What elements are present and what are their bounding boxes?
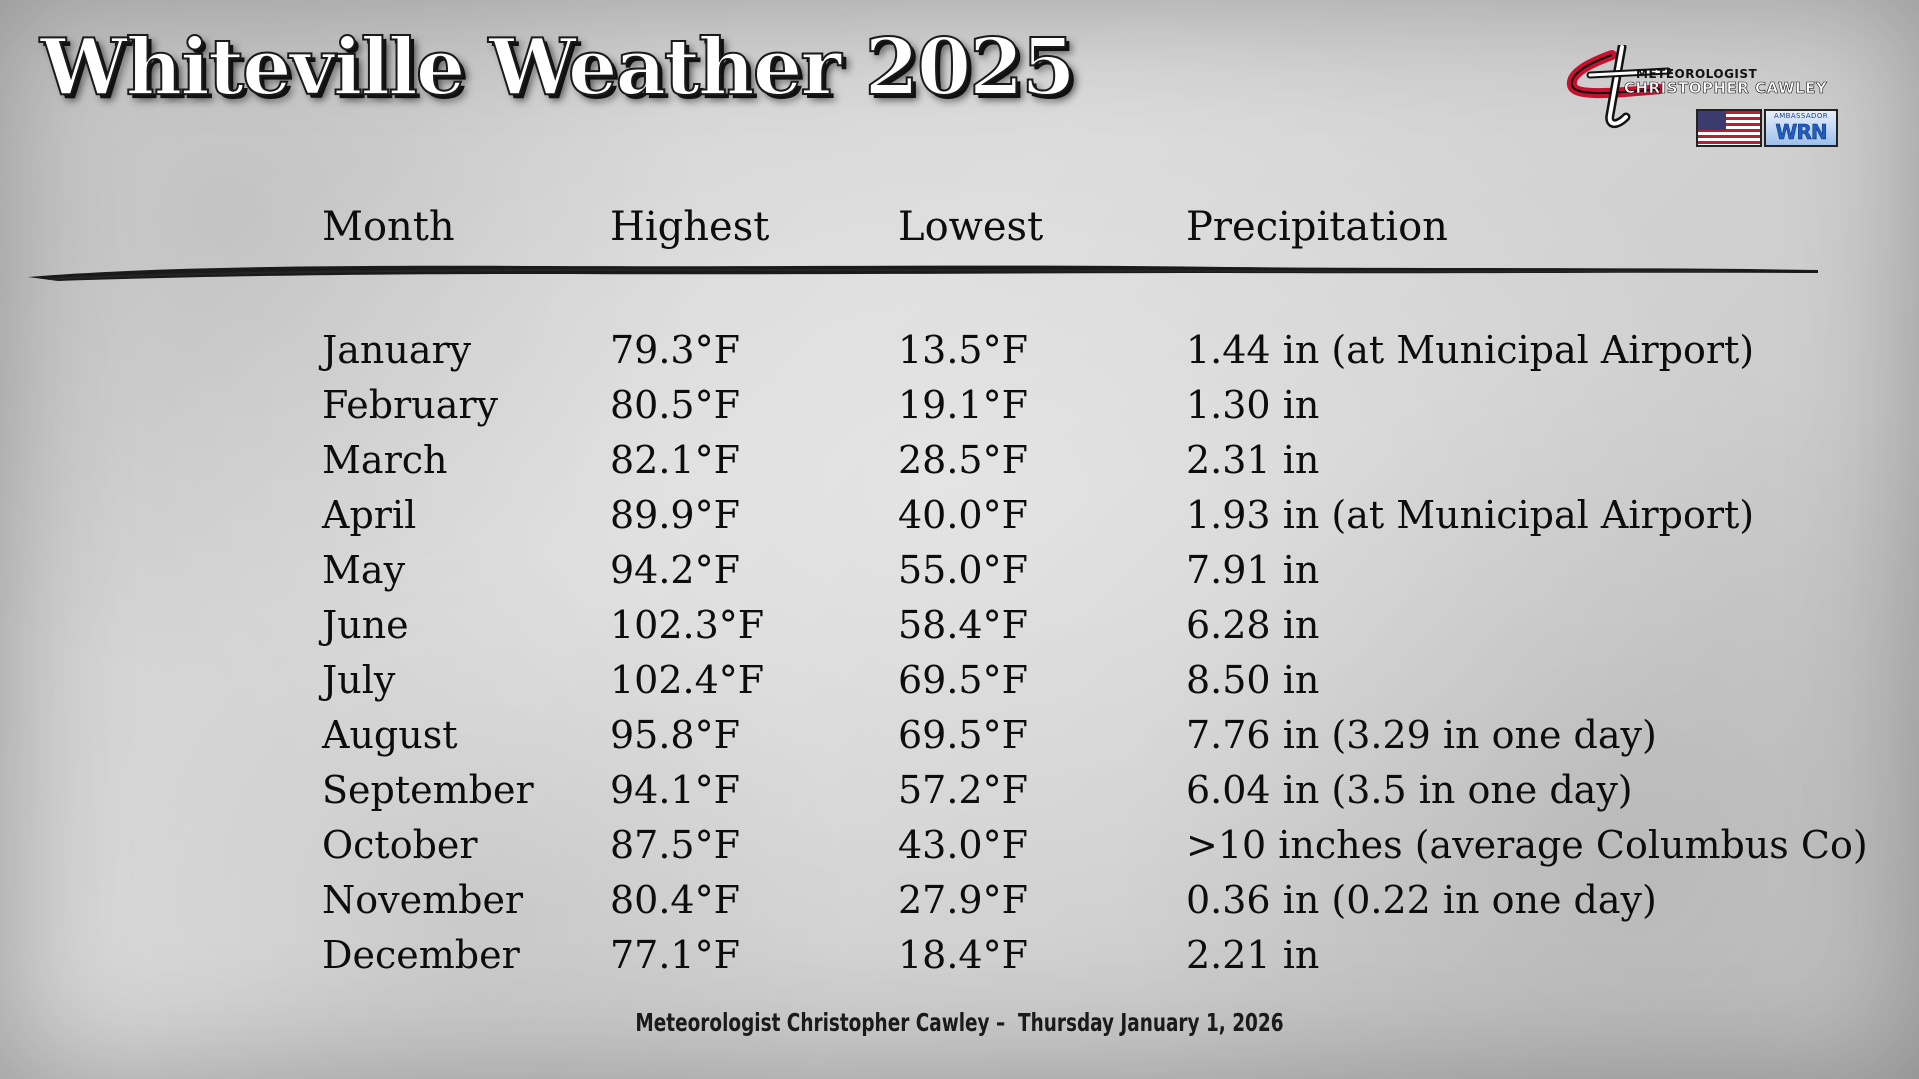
us-flag-icon — [1696, 109, 1762, 147]
cell-precipitation: 1.93 in (at Municipal Airport) — [1186, 493, 1755, 537]
cell-month: March — [322, 438, 448, 482]
cell-month: May — [322, 548, 406, 592]
cell-precipitation: 2.31 in — [1186, 438, 1320, 482]
cell-highest: 80.5°F — [610, 383, 740, 427]
cell-lowest: 43.0°F — [898, 823, 1028, 867]
brush-stroke-divider — [28, 265, 1818, 281]
cell-lowest: 55.0°F — [898, 548, 1028, 592]
footer-credit: Meteorologist Christopher Cawley – Thurs… — [635, 1008, 1284, 1037]
cell-highest: 102.3°F — [610, 603, 765, 647]
table-row: September 94.1°F 57.2°F 6.04 in (3.5 in … — [0, 763, 1919, 818]
cell-month: November — [322, 878, 524, 922]
cell-highest: 77.1°F — [610, 933, 740, 977]
cell-highest: 94.2°F — [610, 548, 740, 592]
cell-precipitation: 7.91 in — [1186, 548, 1320, 592]
meteorologist-logo: METEOROLOGIST CHRISTOPHER CAWLEY AMBASSA… — [1550, 45, 1850, 155]
wrn-label: WRN — [1775, 120, 1828, 145]
logo-line-1: METEOROLOGIST — [1636, 67, 1758, 81]
table-row: June 102.3°F 58.4°F 6.28 in — [0, 598, 1919, 653]
table-row: March 82.1°F 28.5°F 2.31 in — [0, 433, 1919, 488]
cell-month: February — [322, 383, 499, 427]
cell-highest: 80.4°F — [610, 878, 740, 922]
wrn-ambassador-badge: AMBASSADOR WRN — [1764, 109, 1838, 147]
cell-highest: 89.9°F — [610, 493, 740, 537]
cell-lowest: 18.4°F — [898, 933, 1028, 977]
cell-lowest: 40.0°F — [898, 493, 1028, 537]
cell-month: December — [322, 933, 520, 977]
cell-month: April — [322, 493, 417, 537]
cell-lowest: 69.5°F — [898, 713, 1028, 757]
header-lowest: Lowest — [898, 204, 1044, 250]
cell-lowest: 57.2°F — [898, 768, 1028, 812]
cell-month: August — [322, 713, 458, 757]
cell-month: January — [322, 328, 472, 372]
cell-month: July — [322, 658, 396, 702]
cell-precipitation: 6.04 in (3.5 in one day) — [1186, 768, 1633, 812]
wrn-ambassador-label: AMBASSADOR — [1774, 112, 1828, 120]
cell-precipitation: 1.30 in — [1186, 383, 1320, 427]
cell-highest: 87.5°F — [610, 823, 740, 867]
ct-monogram-logo — [1567, 45, 1672, 128]
cell-precipitation: 0.36 in (0.22 in one day) — [1186, 878, 1657, 922]
cell-precipitation: 6.28 in — [1186, 603, 1320, 647]
cell-precipitation: >10 inches (average Columbus Co) — [1186, 823, 1868, 867]
cell-lowest: 28.5°F — [898, 438, 1028, 482]
table-header: Month Highest Lowest Precipitation — [0, 200, 1919, 255]
table-row: January 79.3°F 13.5°F 1.44 in (at Munici… — [0, 323, 1919, 378]
table-row: July 102.4°F 69.5°F 8.50 in — [0, 653, 1919, 708]
table-row: November 80.4°F 27.9°F 0.36 in (0.22 in … — [0, 873, 1919, 928]
cell-highest: 102.4°F — [610, 658, 765, 702]
logo-line-2: CHRISTOPHER CAWLEY — [1624, 79, 1828, 98]
cell-precipitation: 2.21 in — [1186, 933, 1320, 977]
table-row: October 87.5°F 43.0°F >10 inches (averag… — [0, 818, 1919, 873]
cell-precipitation: 8.50 in — [1186, 658, 1320, 702]
cell-highest: 79.3°F — [610, 328, 740, 372]
cell-precipitation: 7.76 in (3.29 in one day) — [1186, 713, 1657, 757]
header-highest: Highest — [610, 204, 770, 250]
table-row: December 77.1°F 18.4°F 2.21 in — [0, 928, 1919, 983]
header-month: Month — [322, 204, 455, 250]
table-row: February 80.5°F 19.1°F 1.30 in — [0, 378, 1919, 433]
cell-lowest: 69.5°F — [898, 658, 1028, 702]
cell-lowest: 13.5°F — [898, 328, 1028, 372]
table-row: August 95.8°F 69.5°F 7.76 in (3.29 in on… — [0, 708, 1919, 763]
cell-lowest: 19.1°F — [898, 383, 1028, 427]
cell-highest: 94.1°F — [610, 768, 740, 812]
table-row: May 94.2°F 55.0°F 7.91 in — [0, 543, 1919, 598]
cell-month: September — [322, 768, 534, 812]
cell-highest: 82.1°F — [610, 438, 740, 482]
cell-precipitation: 1.44 in (at Municipal Airport) — [1186, 328, 1755, 372]
cell-highest: 95.8°F — [610, 713, 740, 757]
cell-month: June — [322, 603, 409, 647]
page-title: Whiteville Weather 2025 — [39, 21, 1077, 114]
table-row: April 89.9°F 40.0°F 1.93 in (at Municipa… — [0, 488, 1919, 543]
cell-month: October — [322, 823, 478, 867]
cell-lowest: 58.4°F — [898, 603, 1028, 647]
cell-lowest: 27.9°F — [898, 878, 1028, 922]
header-precipitation: Precipitation — [1186, 204, 1448, 250]
